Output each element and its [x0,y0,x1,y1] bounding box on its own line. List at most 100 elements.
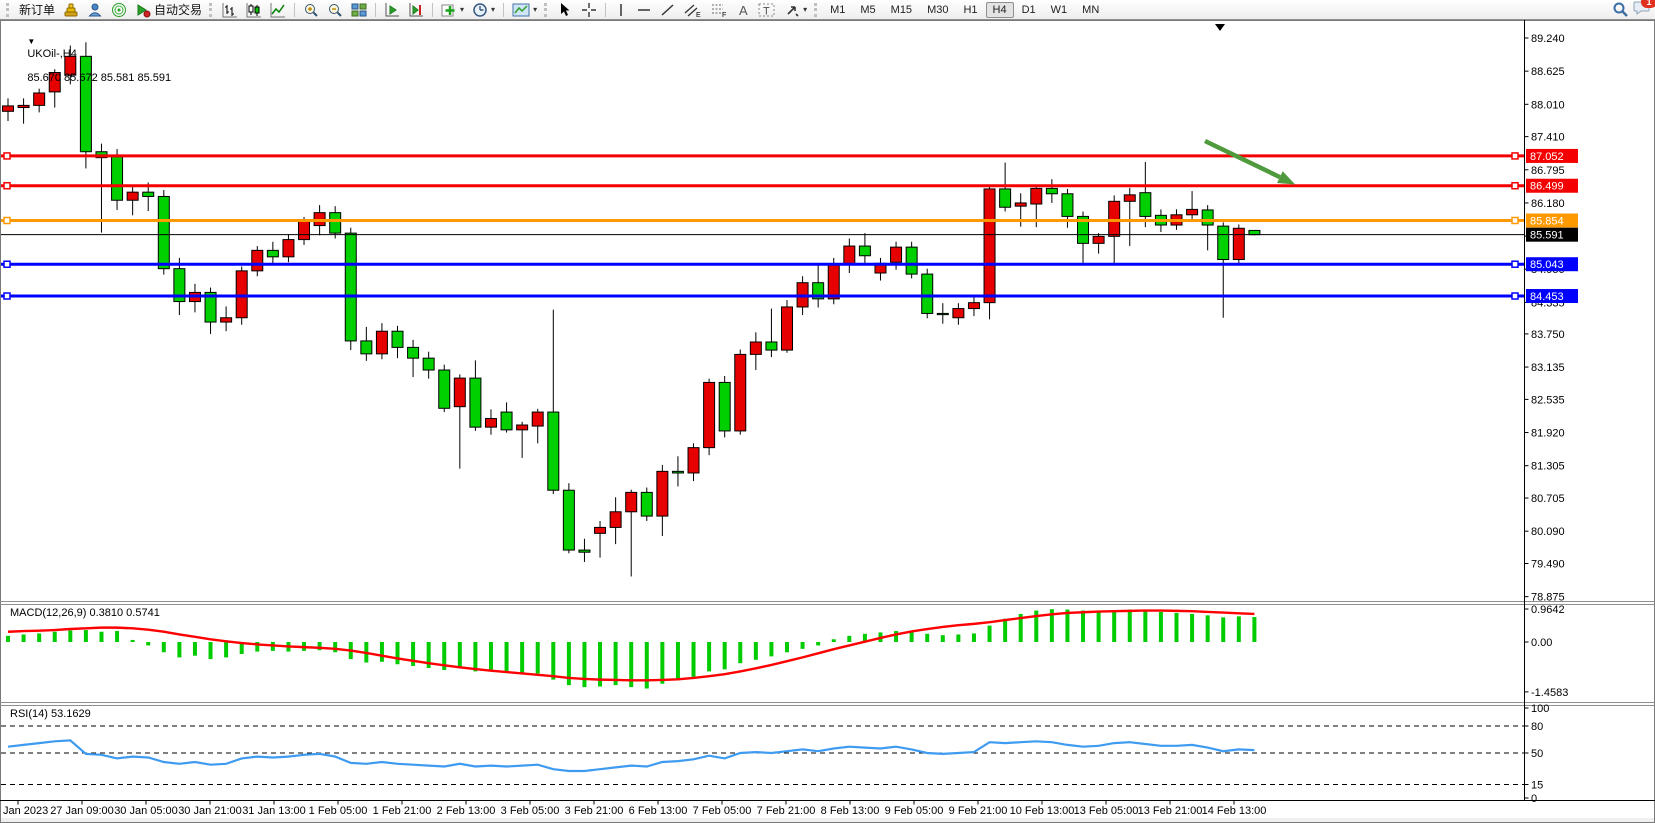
timeframe-button-W1[interactable]: W1 [1044,2,1075,18]
svg-text:13 Feb 21:00: 13 Feb 21:00 [1138,805,1203,817]
svg-text:87.410: 87.410 [1531,132,1565,144]
new-order-button[interactable]: 新订单 [15,1,59,19]
zoom-in-icon [305,3,318,17]
svg-text:0: 0 [1531,793,1537,805]
chart-window: 89.240 88.625 88.010 87.410 86.795 86.180 85.5… [0,20,1655,823]
zoom-out-icon [329,3,342,17]
search-button[interactable] [1608,1,1633,19]
indicators-button[interactable]: ▾ [437,1,468,19]
svg-text:50: 50 [1531,748,1543,760]
svg-text:86.499: 86.499 [1530,181,1564,193]
templates-button[interactable]: ▾ [508,1,541,19]
toolbar-separator [294,2,296,17]
chart-canvas[interactable]: 89.240 88.625 88.010 87.410 86.795 86.180 85.5… [0,20,1655,823]
dropdown-caret-icon: ▾ [491,4,496,14]
timeframe-button-D1[interactable]: D1 [1015,2,1043,18]
svg-text:78.875: 78.875 [1531,592,1565,604]
signals-radar-icon [112,2,127,17]
text-tool-button[interactable]: A [732,1,754,19]
crosshair-tool-button[interactable] [577,1,601,19]
svg-text:8 Feb 13:00: 8 Feb 13:00 [821,805,880,817]
timeframe-button-M15[interactable]: M15 [884,2,919,18]
timeframe-button-M1[interactable]: M1 [823,2,852,18]
svg-text:9 Feb 21:00: 9 Feb 21:00 [949,805,1008,817]
svg-text:0.00: 0.00 [1531,637,1552,649]
tile-windows-icon [351,3,367,16]
horizontal-line-tool-button[interactable] [632,1,656,19]
trendline-tool-button[interactable] [656,1,680,19]
svg-text:26 Jan 2023: 26 Jan 2023 [0,805,48,817]
svg-text:86.795: 86.795 [1531,165,1565,177]
svg-text:82.535: 82.535 [1531,394,1565,406]
crosshair-icon [582,2,597,17]
zoom-out-button[interactable] [323,1,347,19]
dropdown-caret-icon: ▾ [533,4,538,14]
periods-button[interactable]: ▾ [468,1,499,19]
svg-text:80: 80 [1531,721,1543,733]
add-indicator-icon [441,4,455,16]
svg-text:7 Feb 21:00: 7 Feb 21:00 [757,805,816,817]
candlestick-mode-button[interactable] [242,1,266,19]
vertical-line-icon [620,3,622,16]
svg-text:0.9642: 0.9642 [1531,604,1565,616]
navigator-button[interactable] [83,1,107,19]
cursor-icon [561,2,570,16]
clock-icon [473,2,487,17]
svg-text:79.490: 79.490 [1531,559,1565,571]
market-watch-button[interactable] [59,1,83,19]
main-toolbar: 新订单 自动交易 [0,0,1655,20]
svg-text:85.591: 85.591 [1530,230,1564,242]
timeframe-button-MN[interactable]: MN [1075,2,1106,18]
svg-text:3 Feb 05:00: 3 Feb 05:00 [501,805,560,817]
svg-text:87.052: 87.052 [1530,151,1564,163]
signals-button[interactable] [107,1,131,19]
svg-text:6 Feb 13:00: 6 Feb 13:00 [629,805,688,817]
new-order-label: 新订单 [19,3,56,17]
timeframe-button-M30[interactable]: M30 [920,2,955,18]
candlestick-icon [246,2,262,17]
search-icon [1613,2,1628,17]
svg-text:89.240: 89.240 [1531,33,1565,45]
auto-trading-button[interactable]: 自动交易 [131,1,206,19]
svg-text:A: A [739,3,748,18]
auto-trading-icon [137,3,151,17]
svg-text:1 Feb 05:00: 1 Feb 05:00 [309,805,368,817]
text-label-tool-button[interactable]: T [754,1,780,19]
cursor-tool-button[interactable] [553,1,577,19]
svg-text:83.750: 83.750 [1531,329,1565,341]
vertical-line-tool-button[interactable] [610,1,632,19]
tile-windows-button[interactable] [347,1,371,19]
timeframe-button-H1[interactable]: H1 [956,2,984,18]
chart-shift-button[interactable] [404,1,428,19]
toolbar-separator [503,2,505,17]
svg-text:100: 100 [1531,703,1549,715]
timeframe-button-M5[interactable]: M5 [853,2,882,18]
timeframe-group: M1 M5 M15 M30 H1 H4 D1 W1 MN [823,1,1106,18]
svg-text:85.854: 85.854 [1530,216,1564,228]
line-chart-icon [270,2,286,17]
arrows-icon [787,5,799,17]
timeframe-button-H4[interactable]: H4 [985,1,1014,18]
svg-text:30 Jan 05:00: 30 Jan 05:00 [114,805,178,817]
toolbar-drag-handle [6,2,12,17]
svg-text:88.625: 88.625 [1531,66,1565,78]
bar-chart-mode-button[interactable] [218,1,242,19]
text-label-icon: T [758,3,775,17]
svg-text:81.305: 81.305 [1531,461,1565,473]
trendline-icon [661,3,674,16]
svg-text:80.090: 80.090 [1531,526,1565,538]
fibonacci-tool-button[interactable]: F [706,1,732,19]
svg-text:E: E [696,12,701,18]
svg-text:9 Feb 05:00: 9 Feb 05:00 [885,805,944,817]
chart-shift-icon [409,2,424,16]
text-icon: A [739,3,748,18]
group-handle [209,2,215,17]
zoom-in-button[interactable] [299,1,323,19]
auto-scroll-button[interactable] [380,1,404,19]
notifications-button[interactable]: 1 [1633,0,1655,21]
line-chart-mode-button[interactable] [266,1,290,19]
equidistant-channel-tool-button[interactable]: E [680,1,706,19]
toolbar-separator [375,2,377,17]
arrows-tool-button[interactable]: ▾ [780,1,811,19]
